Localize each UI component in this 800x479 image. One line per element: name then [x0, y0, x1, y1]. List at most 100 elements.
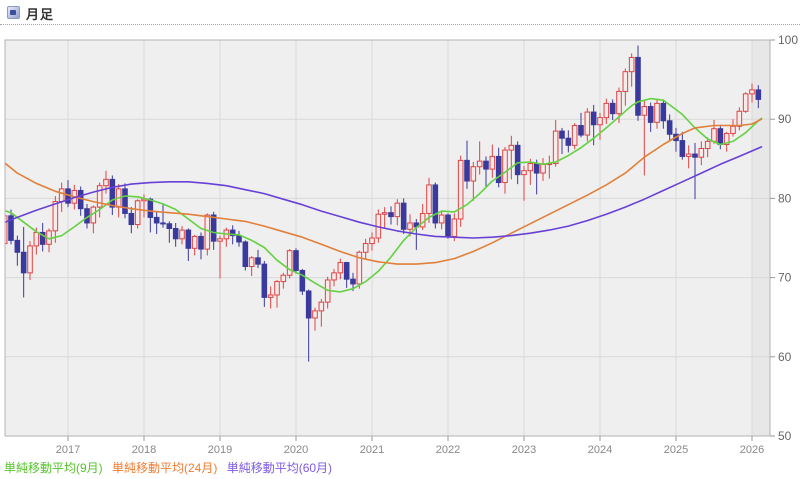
candle-body — [217, 238, 223, 242]
candle-body — [274, 281, 280, 296]
candle-body — [229, 229, 236, 237]
candle-body — [438, 214, 445, 224]
candle-body — [552, 130, 559, 165]
chart-timeframe-title: 月足 — [26, 7, 55, 22]
window-icon — [7, 6, 20, 19]
candle-body — [483, 160, 489, 170]
candle-body — [508, 144, 515, 151]
candle-body — [27, 245, 33, 274]
candle-body — [622, 71, 629, 92]
candle-body — [267, 294, 274, 298]
candle-body — [742, 93, 749, 112]
candle-body — [666, 120, 673, 135]
candle-body — [502, 149, 508, 184]
candle-body — [679, 140, 686, 157]
candle-body — [109, 178, 116, 208]
candle-body — [191, 235, 198, 249]
candle-body — [343, 262, 350, 280]
candle-body — [128, 212, 135, 226]
candle-body — [736, 110, 743, 127]
candle-body — [419, 212, 426, 228]
candle-body — [286, 250, 293, 276]
candle-body — [103, 178, 109, 187]
candle-body — [394, 202, 401, 218]
candle-body — [305, 290, 312, 319]
candle-body — [597, 117, 603, 126]
candle-body — [134, 200, 141, 226]
candle-body — [331, 272, 337, 281]
candle-body — [711, 128, 717, 142]
candle-body — [723, 132, 730, 146]
x-axis-label: 2021 — [360, 444, 384, 456]
candle-body — [160, 222, 166, 225]
candle-body — [293, 250, 299, 271]
candle-body — [628, 56, 635, 73]
candle-body — [692, 153, 698, 158]
candle-body — [185, 229, 192, 249]
candle-body — [660, 102, 667, 122]
y-axis-label: 50 — [778, 429, 792, 443]
candle-body — [318, 301, 325, 312]
candle-body — [426, 184, 432, 214]
x-axis-label: 2025 — [664, 444, 688, 456]
candle-body — [356, 251, 363, 285]
candle-body — [559, 130, 565, 139]
sma-60-line — [5, 146, 763, 239]
candle-body — [464, 159, 470, 182]
y-axis-label: 90 — [778, 112, 792, 126]
candle-body — [248, 257, 255, 268]
candle-body — [635, 56, 641, 116]
candle-body — [578, 125, 584, 136]
candle-body — [236, 235, 242, 243]
candle-body — [350, 278, 356, 285]
candle-body — [590, 111, 597, 126]
candle-body — [33, 231, 40, 247]
candle-body — [609, 102, 616, 115]
candle-body — [565, 137, 572, 146]
candle-body — [210, 214, 217, 242]
candle-body — [179, 229, 185, 240]
candle-body — [603, 102, 610, 119]
candle-body — [172, 227, 179, 240]
candle-body — [616, 90, 622, 115]
x-axis-label: 2019 — [208, 444, 232, 456]
candle-body — [698, 148, 705, 158]
plot-frame — [4, 39, 771, 437]
candle-body — [166, 223, 173, 229]
y-axis-label: 100 — [778, 33, 798, 47]
candle-body — [730, 125, 736, 134]
candle-body — [280, 274, 287, 283]
candle-body — [5, 215, 8, 245]
candle-body — [470, 166, 477, 182]
candle-body — [400, 202, 407, 230]
x-axis-label: 2017 — [56, 444, 80, 456]
x-axis-label: 2024 — [588, 444, 612, 456]
candle-body — [704, 140, 711, 150]
candle-body — [432, 184, 439, 224]
candle-body — [96, 185, 103, 208]
x-axis-label: 2020 — [284, 444, 308, 456]
candle-body — [242, 241, 249, 268]
candle-body — [755, 89, 762, 100]
x-axis-label: 2023 — [512, 444, 536, 456]
x-axis-label: 2022 — [436, 444, 460, 456]
future-band — [751, 40, 770, 436]
candle-body — [388, 212, 394, 218]
candle-body — [647, 106, 654, 123]
candle-body — [198, 235, 204, 250]
candle-body — [407, 222, 413, 230]
candle-body — [299, 269, 306, 292]
candle-body — [514, 144, 521, 176]
candle-body — [457, 159, 464, 220]
y-axis-label: 70 — [778, 271, 792, 285]
candle-body — [58, 188, 65, 203]
candle-body — [571, 125, 578, 146]
candle-body — [527, 163, 534, 172]
candle-body — [255, 257, 261, 265]
candle-body — [451, 218, 458, 237]
candle-body — [14, 239, 21, 253]
legend-sma9: 単純移動平均(9月) — [4, 461, 103, 475]
candle-body — [445, 214, 451, 237]
